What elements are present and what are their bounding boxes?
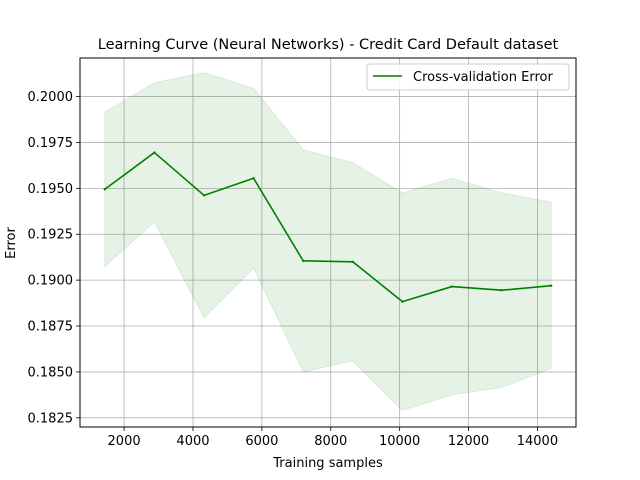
error-band xyxy=(104,72,552,412)
x-tick-label: 12000 xyxy=(448,434,489,449)
x-axis-label: Training samples xyxy=(272,456,383,471)
x-axis-ticks: 2000 4000 6000 8000 10000 12000 14000 xyxy=(108,427,558,449)
y-axis-label: Error xyxy=(4,227,19,259)
x-tick-label: 4000 xyxy=(176,434,209,449)
series-point xyxy=(252,177,255,180)
legend-box xyxy=(366,63,570,91)
series-point xyxy=(103,188,107,191)
series-point xyxy=(153,151,156,154)
x-tick-label: 14000 xyxy=(517,434,558,449)
x-tick-label: 6000 xyxy=(245,434,278,449)
series-point xyxy=(302,259,305,263)
plot-frame xyxy=(79,57,577,428)
error-band-layer xyxy=(104,72,552,412)
x-tick-label: 2000 xyxy=(108,434,141,449)
y-tick-label: 0.1925 xyxy=(28,228,74,243)
series-point xyxy=(351,260,354,263)
series-point xyxy=(550,284,553,287)
y-tick-label: 0.1825 xyxy=(28,411,74,426)
y-tick-label: 0.2000 xyxy=(28,90,74,105)
y-tick-label: 0.1975 xyxy=(28,136,74,151)
series-point xyxy=(401,300,404,303)
chart-title: Learning Curve (Neural Networks) - Credi… xyxy=(98,37,559,53)
legend: Cross-validation Error xyxy=(366,63,570,91)
legend-label: Cross-validation Error xyxy=(413,70,553,85)
y-tick-label: 0.1875 xyxy=(28,320,74,335)
series-line xyxy=(104,151,552,303)
series-point xyxy=(450,285,454,288)
y-tick-label: 0.1950 xyxy=(28,182,74,197)
series-point xyxy=(500,289,503,292)
x-tick-label: 8000 xyxy=(314,434,347,449)
grid-lines xyxy=(80,58,576,427)
series-point xyxy=(202,194,206,197)
series-line-layer xyxy=(103,151,553,303)
x-tick-label: 10000 xyxy=(379,434,420,449)
y-tick-label: 0.1850 xyxy=(28,365,74,380)
y-axis-ticks: 0.1825 0.1850 0.1875 0.1900 0.1925 0.1950 0.19… xyxy=(28,90,80,426)
y-tick-label: 0.1900 xyxy=(28,274,74,289)
